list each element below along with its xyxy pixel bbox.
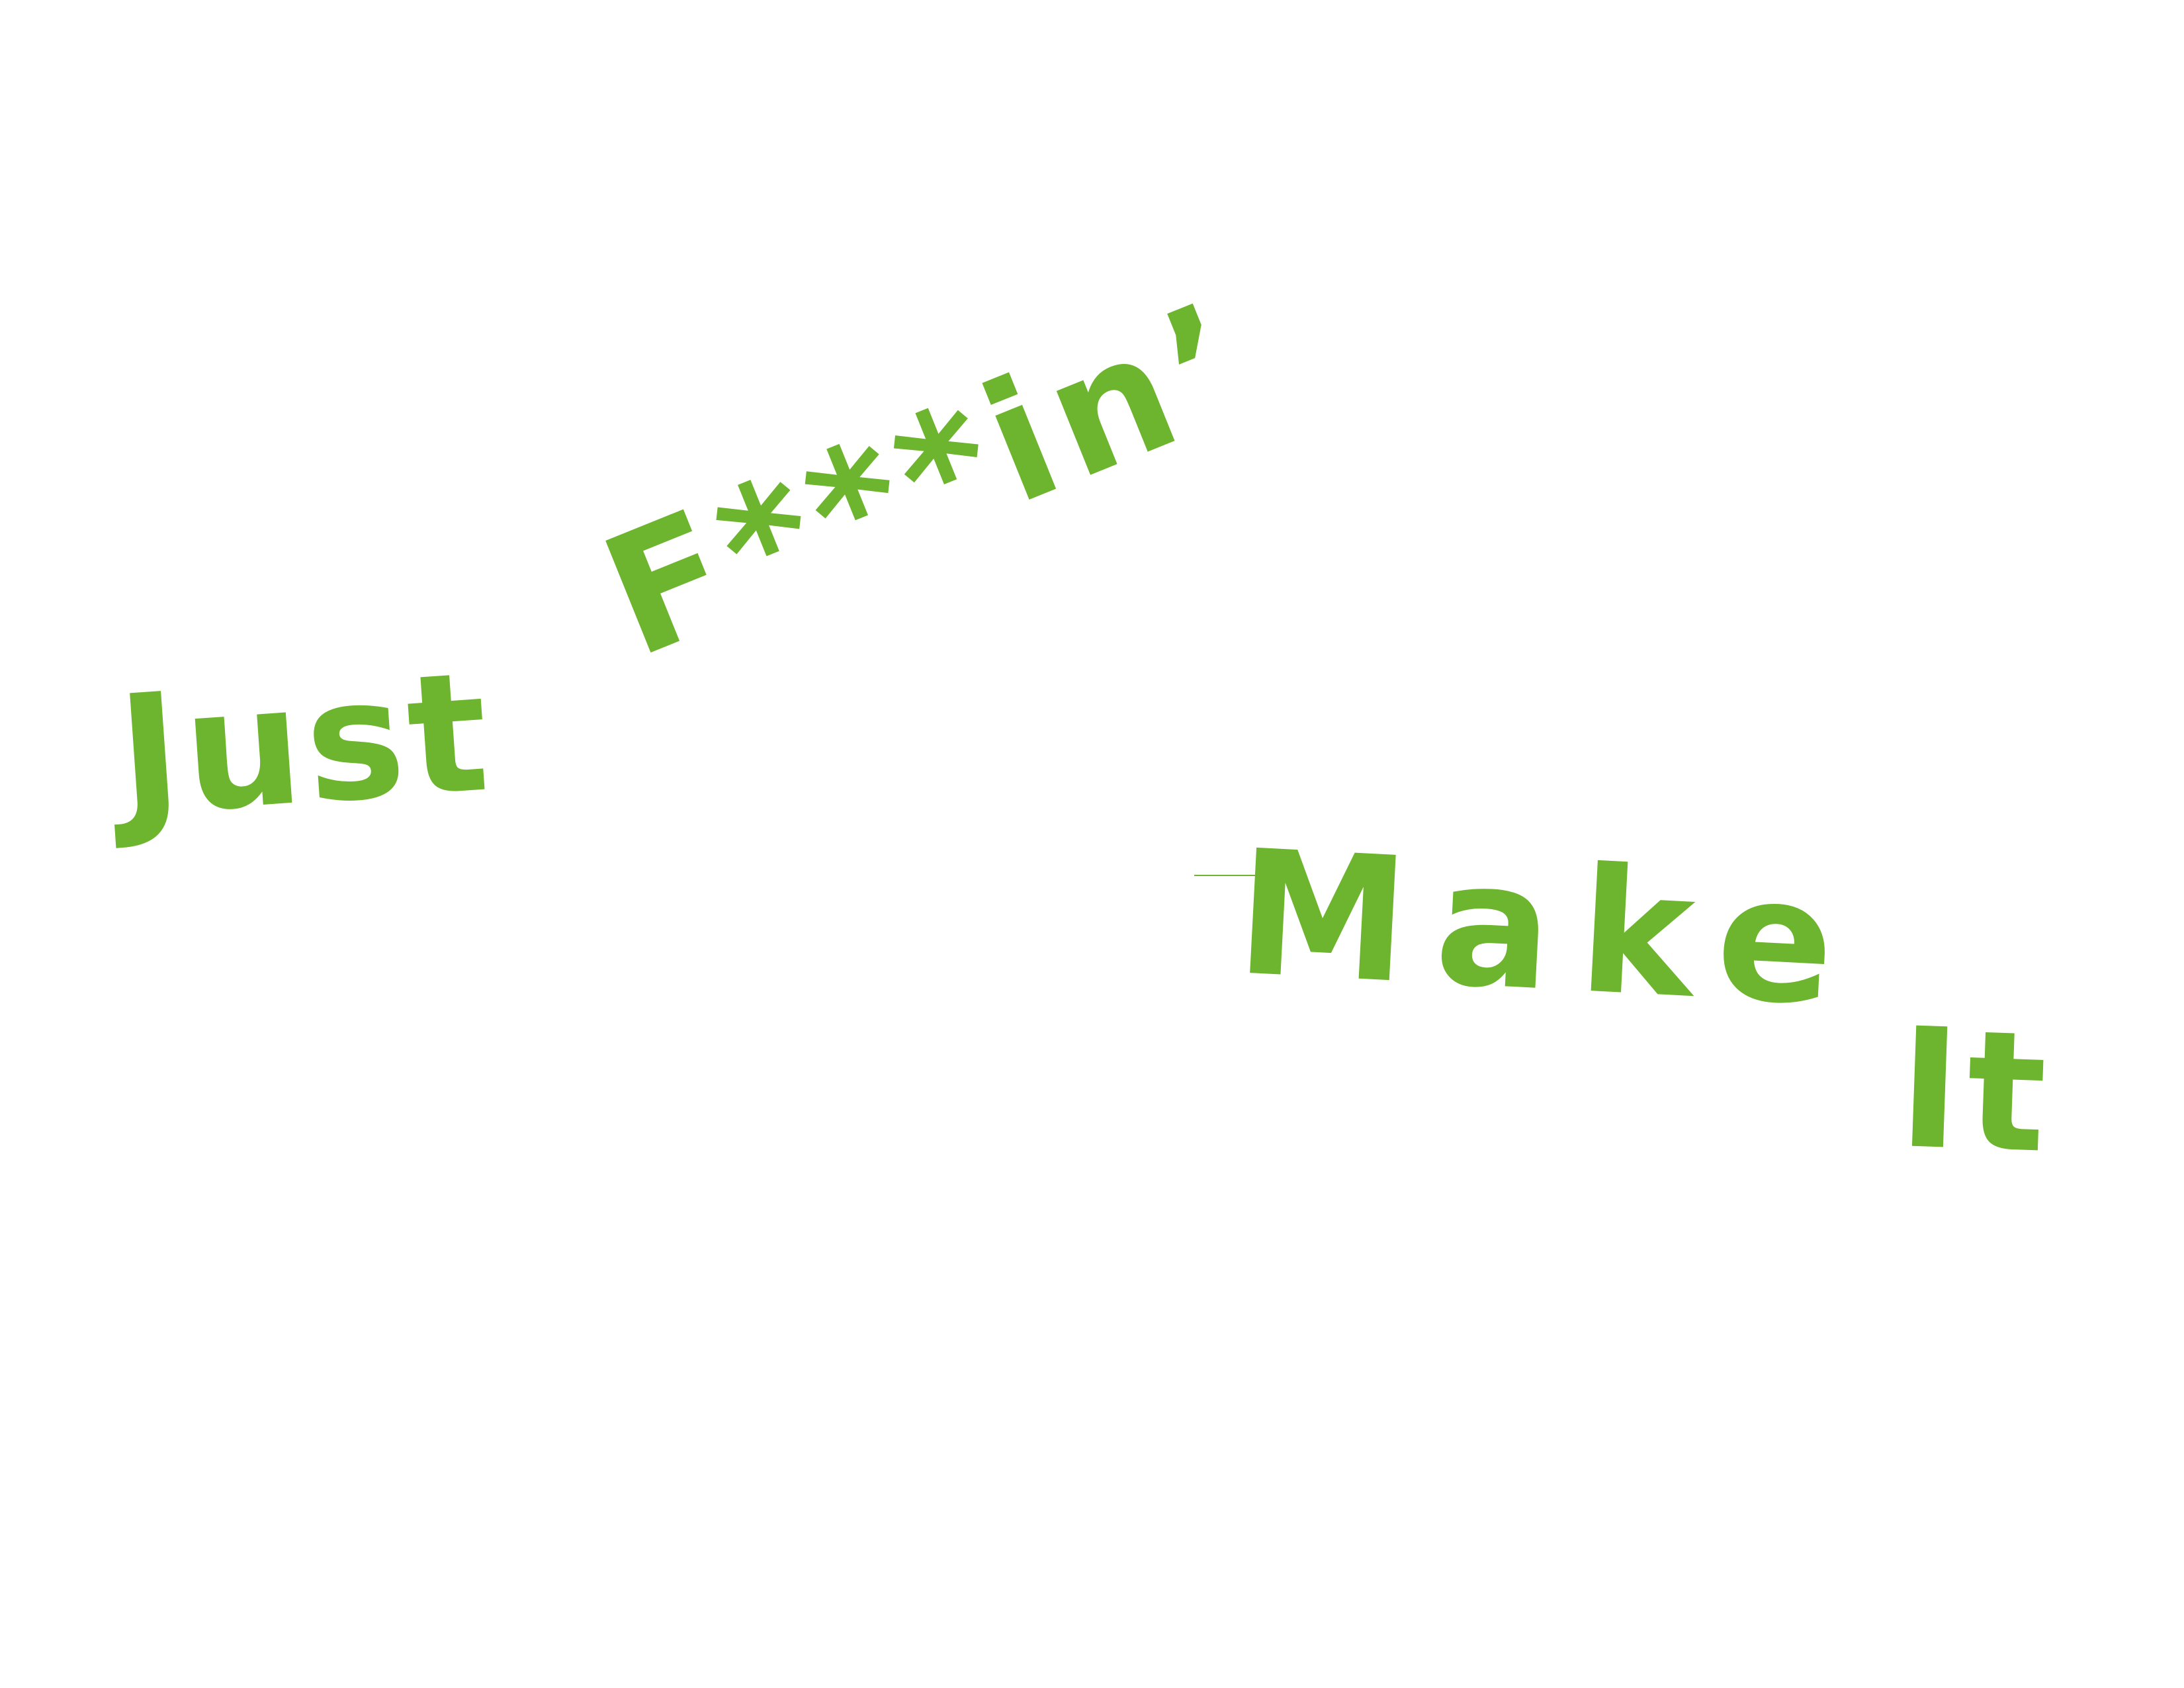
word-it: It (1895, 992, 2056, 1190)
decorative-dash (1194, 875, 1260, 876)
word-fkn: F***in’ (579, 263, 1277, 695)
word-make: Make (1232, 813, 1867, 1046)
word-just: Just (112, 635, 498, 854)
